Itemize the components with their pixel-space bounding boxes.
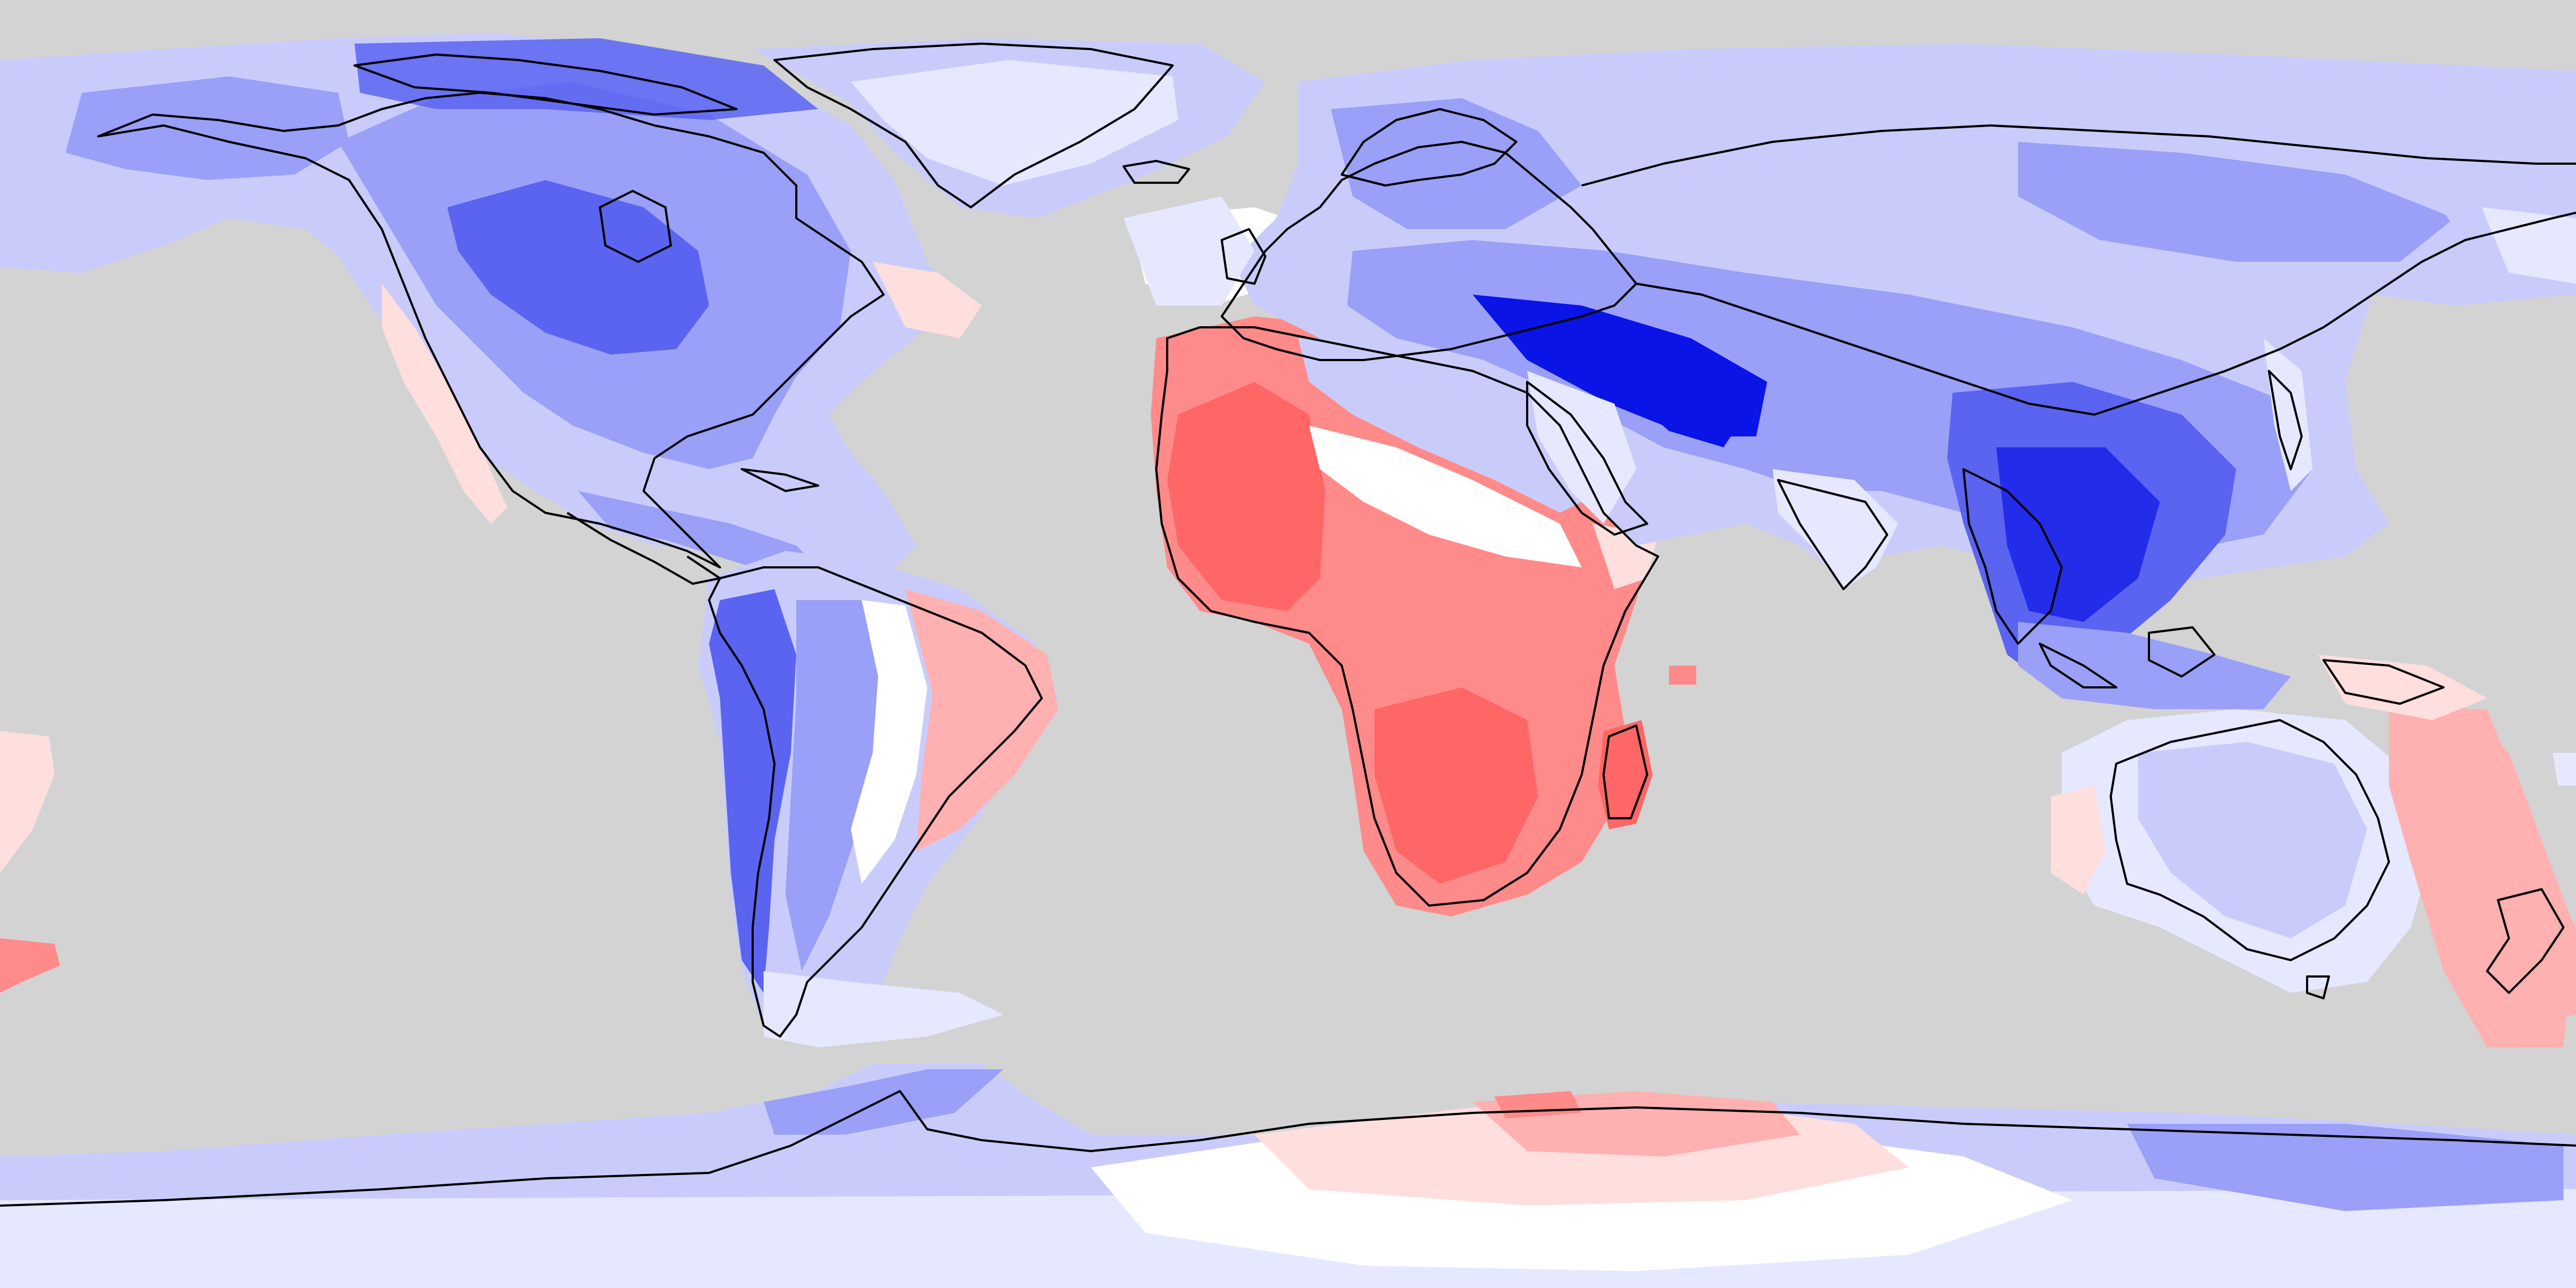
an-east-blue bbox=[2127, 1124, 2563, 1211]
se-asia-core bbox=[1996, 447, 2160, 622]
australia-field bbox=[2051, 655, 2576, 1047]
coast-japan bbox=[2268, 370, 2303, 470]
coastlines bbox=[0, 43, 2576, 1207]
west-edge-pink-lower bbox=[0, 938, 60, 993]
coast-south-america bbox=[708, 566, 1043, 1038]
coast-cuba bbox=[741, 468, 819, 492]
eu-hotspot bbox=[1625, 349, 1745, 447]
madagascar-field bbox=[1598, 720, 1653, 829]
coast-new-zealand bbox=[2486, 888, 2565, 994]
north-america-field bbox=[0, 33, 982, 589]
na-east-sea bbox=[873, 262, 982, 338]
coast-se-asia bbox=[1962, 468, 2063, 645]
greenland-field bbox=[753, 38, 1265, 218]
eurasia-field bbox=[1124, 44, 2576, 709]
coast-new-guinea bbox=[2322, 659, 2445, 705]
eu-siberia bbox=[2018, 142, 2454, 262]
au-core bbox=[2138, 742, 2367, 938]
west-edge-pink-upper bbox=[0, 731, 55, 873]
nz-field bbox=[2476, 884, 2576, 1026]
na-alaska bbox=[65, 76, 349, 180]
coast-arabia bbox=[1526, 381, 1648, 536]
sa-andes bbox=[709, 589, 796, 993]
south-america-field bbox=[698, 551, 1058, 1047]
an-peninsula bbox=[764, 1069, 1004, 1135]
sa-mid bbox=[785, 600, 884, 971]
coast-australia bbox=[2110, 719, 2390, 961]
coast-greenland bbox=[773, 43, 1174, 208]
af-sahara-white bbox=[1309, 426, 1582, 567]
na-central bbox=[578, 491, 829, 578]
coast-asia bbox=[1636, 212, 2576, 416]
sa-brazil-core bbox=[949, 627, 1036, 780]
greenland-inner bbox=[851, 60, 1178, 185]
af-core bbox=[1167, 382, 1325, 611]
antarctica-field bbox=[0, 1064, 2576, 1288]
india-field bbox=[1773, 469, 1898, 589]
coast-asia-north bbox=[1581, 124, 2576, 187]
new-guinea-field bbox=[2318, 655, 2487, 720]
coast-hudson-bay bbox=[599, 190, 672, 263]
coast-iceland bbox=[1122, 160, 1190, 184]
nz-far-east bbox=[2553, 753, 2576, 786]
reunion-field bbox=[1669, 666, 1696, 685]
coast-britain bbox=[1221, 228, 1266, 285]
coast-arctic-islands bbox=[353, 53, 737, 116]
na-west-coast bbox=[382, 284, 507, 524]
af-south-core bbox=[1374, 687, 1538, 884]
sa-white bbox=[851, 600, 927, 884]
na-arctic bbox=[355, 38, 818, 120]
coast-scandinavia bbox=[1341, 108, 1517, 187]
coast-central-america bbox=[566, 512, 721, 585]
au-east-core bbox=[2433, 709, 2509, 786]
coast-africa bbox=[1155, 326, 1659, 907]
pacific-edge-field bbox=[0, 731, 2576, 993]
coast-sumatra bbox=[2039, 643, 2117, 688]
sa-tip bbox=[764, 971, 1004, 1047]
eu-west-white bbox=[1124, 196, 1254, 305]
na-core bbox=[447, 180, 709, 355]
coast-india bbox=[1777, 479, 1888, 590]
coast-europe bbox=[1221, 141, 1637, 361]
coast-tasmania bbox=[2306, 975, 2330, 999]
eu-scandinavia bbox=[1331, 98, 1582, 229]
arabia-field bbox=[1527, 371, 1636, 524]
coast-madagascar bbox=[1602, 724, 1648, 819]
au-west bbox=[2051, 786, 2105, 895]
coast-antarctica bbox=[0, 1090, 2576, 1207]
coast-borneo bbox=[2148, 626, 2215, 678]
arctic-white bbox=[2482, 207, 2576, 284]
